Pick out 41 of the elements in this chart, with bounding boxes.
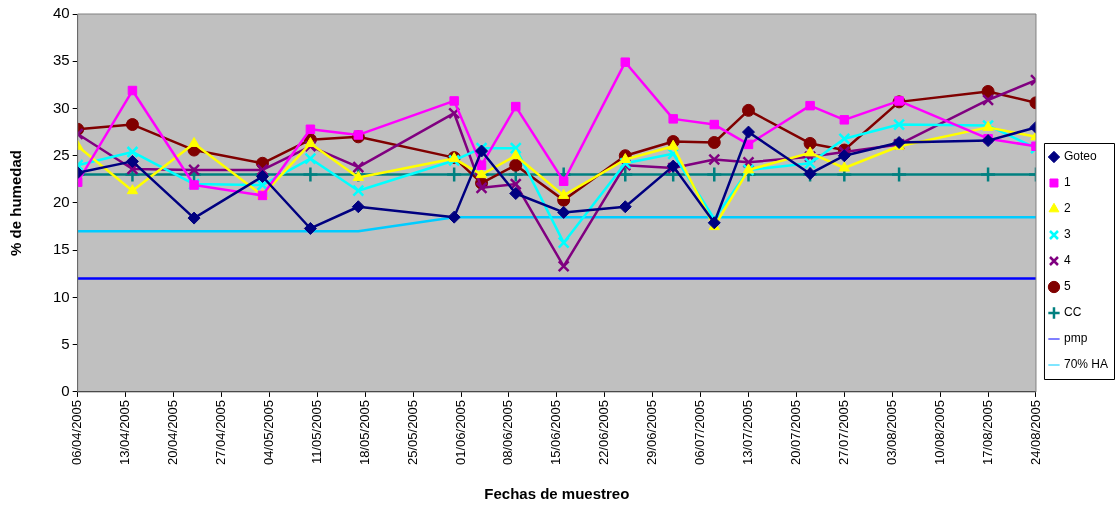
x-tick-label: 04/05/2005	[260, 399, 276, 466]
x-tick-label: 06/07/2005	[692, 399, 708, 466]
x-tick-label: 17/08/2005	[979, 399, 995, 466]
y-tick-label: 5	[61, 334, 70, 352]
legend-label: Goteo	[1063, 149, 1097, 164]
x-tick-label: 08/06/2005	[500, 399, 516, 466]
legend-label: CC	[1063, 305, 1082, 320]
legend-label: 3	[1063, 227, 1071, 242]
y-tick-label: 0	[61, 382, 70, 400]
x-tick-label: 13/07/2005	[740, 399, 756, 466]
x-tick-label: 20/04/2005	[165, 399, 181, 466]
y-tick-label: 20	[53, 193, 70, 211]
x-tick-label: 24/08/2005	[1027, 399, 1043, 466]
x-tick-label: 25/05/2005	[404, 399, 420, 466]
y-tick-label: 25	[53, 145, 70, 163]
x-tick-label: 10/08/2005	[931, 399, 947, 466]
y-tick-label: 10	[53, 287, 70, 305]
y-tick-label: 40	[53, 4, 70, 22]
x-tick-label: 20/07/2005	[787, 399, 803, 466]
y-tick-label: 30	[53, 98, 70, 116]
x-tick-label: 18/05/2005	[356, 399, 372, 466]
legend-label: pmp	[1063, 331, 1088, 346]
x-tick-label: 15/06/2005	[548, 399, 564, 466]
x-tick-label: 13/04/2005	[117, 399, 133, 466]
y-tick-label: 35	[53, 51, 70, 69]
x-tick-label: 03/08/2005	[883, 399, 899, 466]
x-tick-label: 01/06/2005	[452, 399, 468, 466]
x-tick-label: 11/05/2005	[308, 399, 324, 465]
x-axis-title: Fechas de muestreo	[484, 485, 630, 503]
legend-label: 70% HA	[1063, 357, 1109, 372]
legend-label: 1	[1063, 175, 1071, 190]
x-tick-label: 29/06/2005	[644, 399, 660, 466]
y-axis-title: % de humedad	[7, 150, 25, 256]
x-tick-label: 27/07/2005	[835, 399, 851, 466]
x-tick-label: 27/04/2005	[213, 399, 229, 466]
legend-label: 2	[1063, 201, 1071, 216]
x-tick-label: 22/06/2005	[596, 399, 612, 466]
x-tick-label: 06/04/2005	[69, 399, 85, 466]
legend-label: 4	[1063, 253, 1071, 268]
legend-label: 5	[1063, 279, 1071, 294]
y-tick-label: 15	[53, 240, 70, 258]
